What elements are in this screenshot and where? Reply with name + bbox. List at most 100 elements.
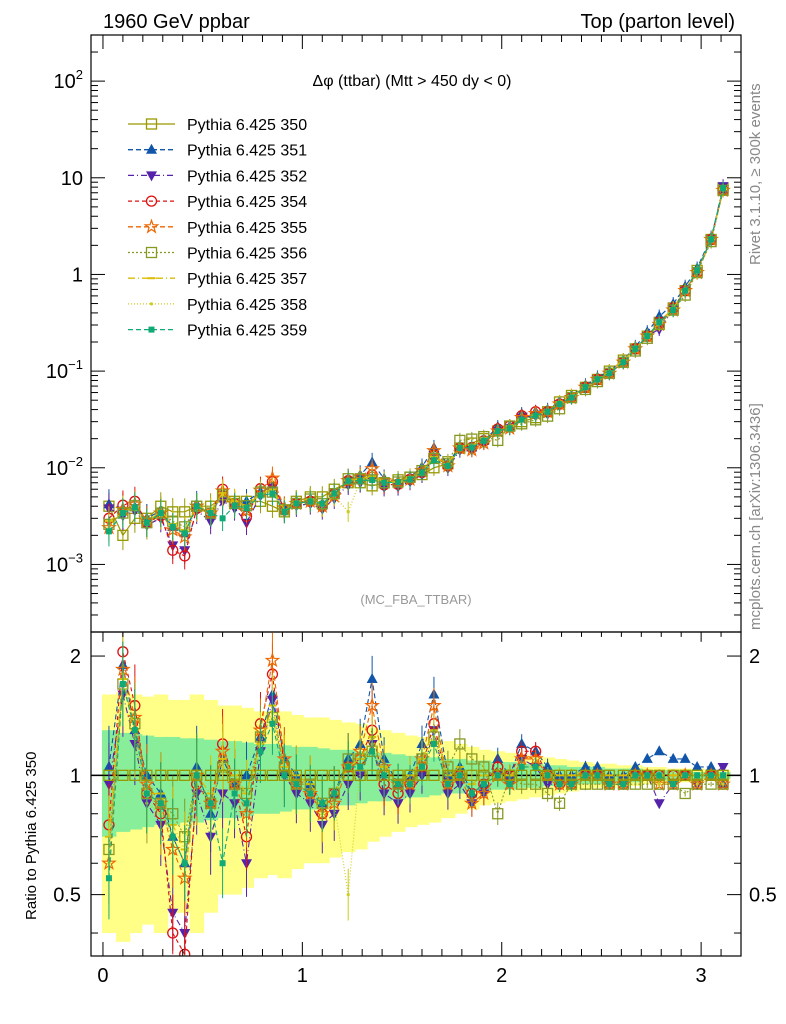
ratio-data-point bbox=[542, 760, 554, 771]
main-y-tick-label: 10 bbox=[61, 168, 83, 190]
ratio-data-point bbox=[169, 833, 176, 840]
ratio-data-point bbox=[426, 697, 442, 713]
ratio-data-point bbox=[682, 772, 689, 779]
ratio-data-point bbox=[219, 860, 226, 867]
main-plot-area bbox=[101, 179, 731, 570]
ratio-y-tick-label-right: 0.5 bbox=[749, 885, 777, 907]
ratio-data-point bbox=[492, 808, 504, 820]
ratio-data-point bbox=[381, 772, 388, 779]
ratio-y-tick-label: 1 bbox=[70, 765, 81, 787]
ratio-reference-point bbox=[204, 769, 217, 781]
ratio-series-line bbox=[108, 660, 724, 881]
ratio-reference-point bbox=[717, 769, 729, 781]
ratio-data-point bbox=[529, 778, 542, 790]
legend-marker bbox=[146, 171, 157, 182]
ratio-reference-point bbox=[603, 769, 616, 781]
ratio-reference-point bbox=[428, 769, 440, 781]
ratio-reference-point bbox=[679, 769, 691, 781]
main-series-line bbox=[108, 190, 724, 535]
main-data-point bbox=[179, 550, 191, 562]
ratio-reference-point bbox=[117, 769, 129, 781]
ratio-data-point bbox=[468, 790, 475, 797]
main-data-point bbox=[181, 530, 188, 537]
ratio-reference-point bbox=[167, 769, 179, 781]
ratio-data-point bbox=[591, 760, 603, 771]
main-data-point bbox=[105, 528, 112, 535]
ratio-data-point bbox=[345, 763, 352, 770]
main-data-point bbox=[682, 287, 689, 294]
main-data-point bbox=[131, 504, 138, 511]
ratio-reference-point bbox=[442, 769, 454, 781]
ratio-data-point bbox=[694, 772, 701, 779]
ratio-data-point bbox=[516, 778, 528, 790]
ratio-data-point bbox=[418, 763, 425, 770]
ratio-y-ticks: 0.5 0.5 1 1 2 2 bbox=[53, 646, 777, 934]
watermark: (MC_FBA_TTBAR) bbox=[360, 592, 471, 607]
main-data-point bbox=[369, 476, 376, 483]
ratio-data-point bbox=[541, 787, 554, 800]
x-tick-label: 1 bbox=[297, 965, 308, 987]
ratio-y-tick-label-right: 2 bbox=[749, 646, 760, 668]
ratio-reference-point bbox=[541, 769, 554, 781]
main-data-point bbox=[119, 510, 126, 517]
main-data-point bbox=[720, 185, 727, 192]
main-data-point bbox=[418, 469, 425, 476]
main-data-point bbox=[532, 412, 539, 419]
main-data-point bbox=[656, 319, 663, 326]
ratio-data-point bbox=[620, 781, 627, 788]
x-axis-ticks: 0 1 2 3 bbox=[97, 35, 742, 987]
main-series-group bbox=[101, 179, 731, 570]
ratio-data-point bbox=[579, 760, 591, 771]
main-data-point bbox=[494, 428, 501, 435]
ratio-reference-point bbox=[454, 769, 466, 781]
legend: Pythia 6.425 350 Pythia 6.425 351 Pythia 6… bbox=[128, 117, 307, 340]
ratio-reference-point bbox=[378, 769, 390, 781]
main-data-point bbox=[293, 500, 300, 507]
ratio-data-point bbox=[667, 778, 679, 790]
ratio-reference-point bbox=[290, 769, 303, 781]
main-data-point bbox=[307, 498, 314, 505]
ratio-band-inner bbox=[265, 743, 280, 814]
ratio-data-point bbox=[494, 772, 501, 779]
ratio-frame bbox=[90, 631, 742, 957]
ratio-data-point bbox=[257, 748, 264, 755]
ratio-reference-point bbox=[278, 769, 291, 781]
main-series-line bbox=[108, 190, 724, 535]
ratio-reference-point bbox=[328, 769, 340, 781]
main-y-tick-label: 102 bbox=[54, 67, 83, 93]
ratio-data-point bbox=[695, 782, 699, 786]
ratio-data-point bbox=[544, 772, 551, 779]
ratio-reference-point bbox=[667, 769, 679, 781]
ratio-data-point bbox=[243, 800, 250, 807]
ratio-reference-point bbox=[240, 769, 253, 781]
main-data-point bbox=[257, 492, 264, 499]
main-y-tick-label: 10−2 bbox=[46, 454, 83, 480]
ratio-data-point bbox=[553, 797, 566, 809]
ratio-y-tick-label: 2 bbox=[70, 646, 81, 668]
ratio-data-point bbox=[644, 772, 651, 779]
main-series-line bbox=[108, 188, 724, 535]
main-data-point bbox=[632, 345, 639, 352]
ratio-reference-point bbox=[129, 769, 141, 781]
ratio-data-point bbox=[656, 772, 663, 779]
ratio-band-inner bbox=[426, 757, 442, 796]
ratio-reference-point bbox=[565, 769, 578, 781]
ratio-data-point bbox=[679, 752, 691, 763]
header-process: Top (parton level) bbox=[580, 11, 735, 33]
ratio-data-point bbox=[181, 860, 188, 867]
ratio-data-point bbox=[657, 782, 661, 786]
legend-marker bbox=[143, 218, 160, 234]
main-data-point bbox=[708, 236, 715, 243]
ratio-data-point bbox=[667, 752, 679, 763]
ratio-reference-point bbox=[366, 769, 378, 781]
main-data-point bbox=[594, 376, 601, 383]
ratio-reference-point bbox=[404, 769, 416, 781]
ratio-data-point bbox=[582, 772, 589, 779]
ratio-reference-point bbox=[254, 769, 267, 781]
ratio-data-point bbox=[293, 781, 300, 788]
ratio-reference-point bbox=[266, 769, 279, 781]
ratio-data-point bbox=[119, 681, 126, 688]
ratio-series-line bbox=[108, 683, 724, 850]
ratio-data-point bbox=[444, 781, 451, 788]
plot-title: Δφ (ttbar) (Mtt > 450 dy < 0) bbox=[313, 73, 512, 90]
